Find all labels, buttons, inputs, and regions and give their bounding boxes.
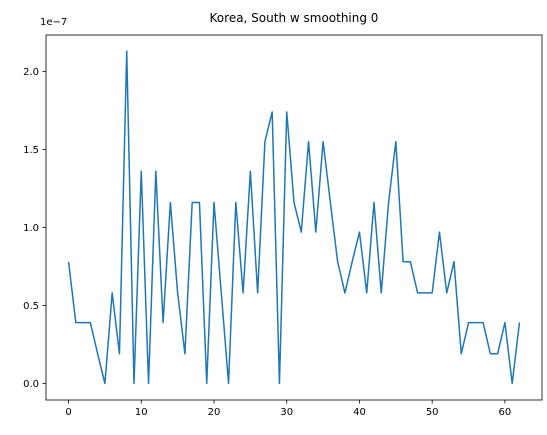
- x-tick-label: 50: [426, 407, 439, 418]
- x-tick-label: 30: [280, 407, 293, 418]
- x-tick-label: 60: [499, 407, 512, 418]
- chart-title: Korea, South w smoothing 0: [210, 11, 379, 25]
- y-tick-label: 0.5: [23, 301, 39, 312]
- x-tick-label: 40: [353, 407, 366, 418]
- x-tick-label: 10: [135, 407, 148, 418]
- y-axis-offset-text: 1e−7: [40, 17, 67, 28]
- y-tick-label: 0.0: [23, 379, 39, 390]
- y-axis: 0.0 0.5 1.0 1.5 2.0: [23, 67, 46, 390]
- y-tick-label: 1.5: [23, 145, 39, 156]
- x-tick-label: 0: [65, 407, 71, 418]
- plot-area-frame: [45, 34, 543, 401]
- x-tick-label: 20: [208, 407, 221, 418]
- x-axis: 0 10 20 30 40 50 60: [65, 400, 511, 418]
- series-line: [67, 50, 521, 385]
- series-layer: [67, 50, 521, 385]
- y-tick-label: 1.0: [23, 223, 39, 234]
- y-tick-label: 2.0: [23, 67, 39, 78]
